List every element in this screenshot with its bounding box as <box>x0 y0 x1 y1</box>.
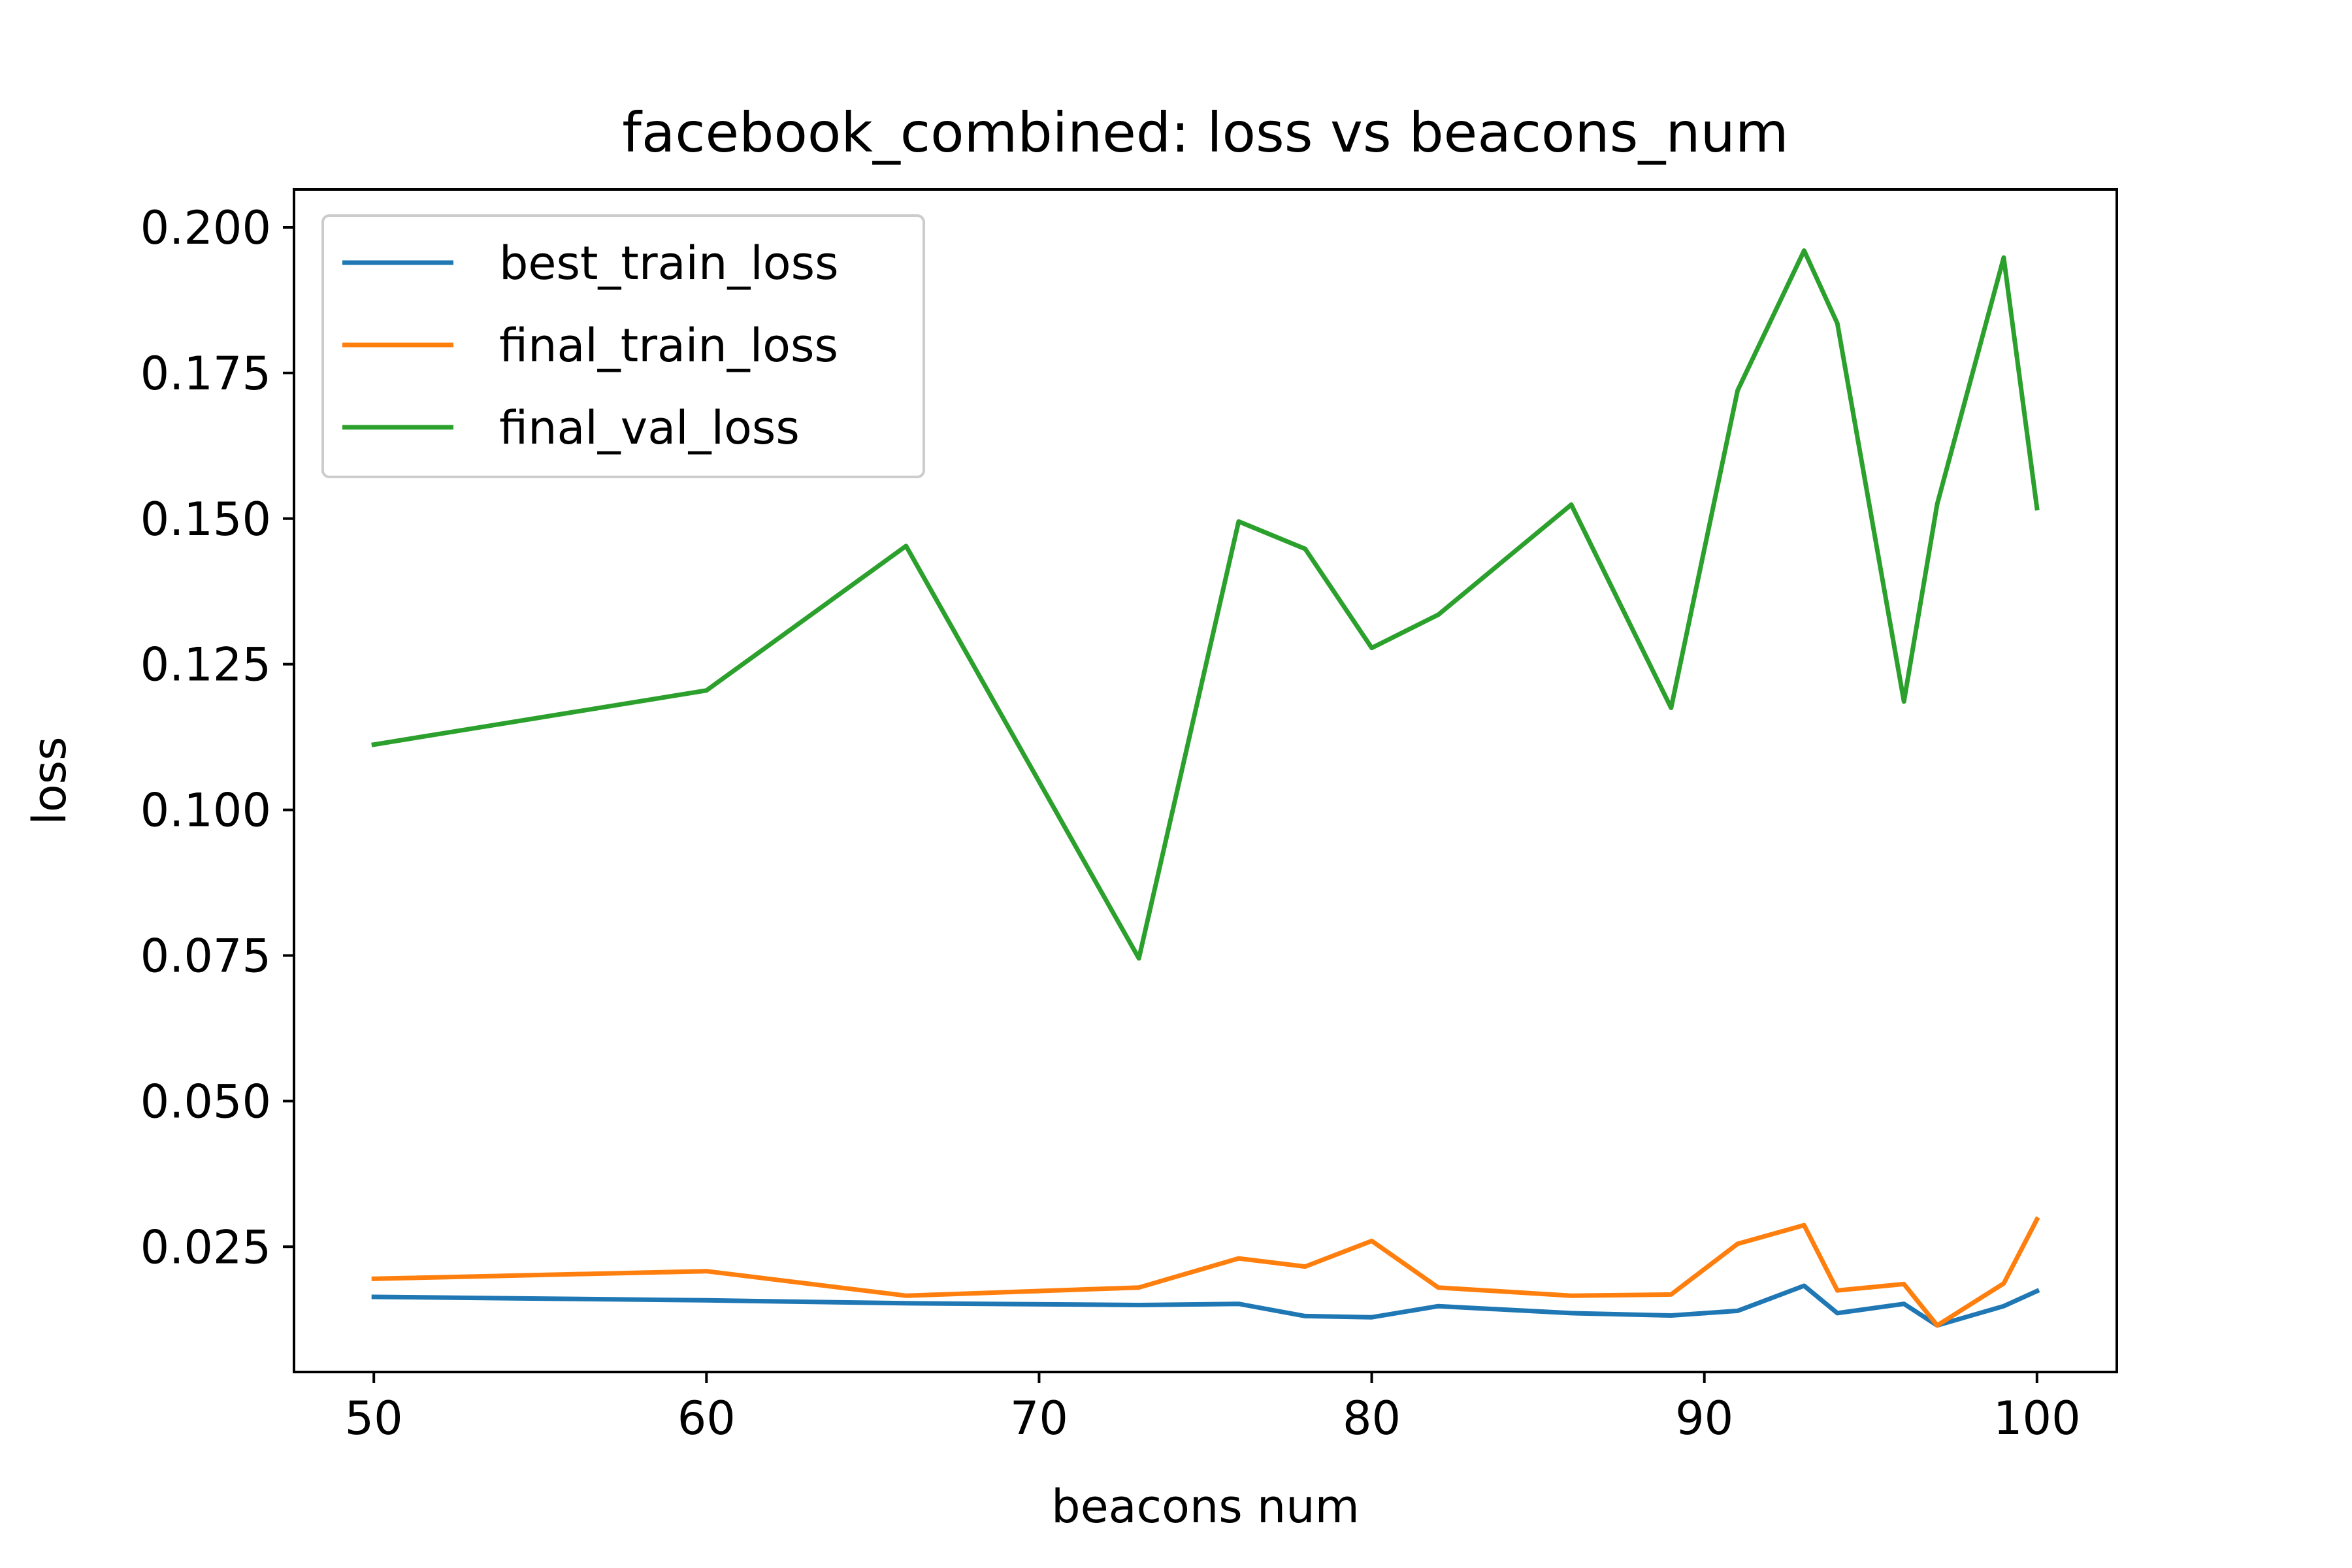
y-tick-label: 0.025 <box>140 1220 271 1274</box>
legend-label-best-train-loss: best_train_loss <box>499 237 839 290</box>
y-tick-label: 0.150 <box>140 493 271 546</box>
legend: best_train_loss final_train_loss final_val… <box>321 214 925 478</box>
x-axis: 50 60 70 80 90 100 <box>345 1372 2081 1445</box>
plot-frame <box>293 188 2118 1373</box>
y-tick-label: 0.125 <box>140 638 271 692</box>
y-axis-title: loss <box>23 736 76 825</box>
x-tick-label: 70 <box>1010 1392 1068 1445</box>
x-tick-label: 80 <box>1343 1392 1401 1445</box>
y-tick-label: 0.050 <box>140 1075 271 1128</box>
x-tick-label: 50 <box>345 1392 403 1445</box>
x-tick-label: 60 <box>678 1392 736 1445</box>
y-tick-label: 0.200 <box>140 201 271 255</box>
series-line-final-train-loss <box>371 1216 2040 1328</box>
y-tick-label: 0.175 <box>140 347 271 400</box>
x-tick-label: 100 <box>1993 1392 2081 1445</box>
y-axis: 0.025 0.050 0.075 0.100 0.125 0.150 0.175 0.200 <box>140 201 294 1274</box>
legend-frame <box>321 214 925 478</box>
chart-title: facebook_combined: loss vs beacons_num <box>622 101 1788 165</box>
series-line-best-train-loss <box>371 1283 2040 1328</box>
y-tick-label: 0.100 <box>140 784 271 838</box>
series-line-final-val-loss <box>371 248 2040 961</box>
legend-label-final-train-loss: final_train_loss <box>499 319 838 372</box>
x-tick-label: 90 <box>1675 1392 1733 1445</box>
series-layer <box>371 248 2040 1328</box>
y-tick-label: 0.075 <box>140 929 271 983</box>
legend-label-final-val-loss: final_val_loss <box>499 401 800 455</box>
x-axis-title: beacons num <box>1051 1480 1360 1533</box>
